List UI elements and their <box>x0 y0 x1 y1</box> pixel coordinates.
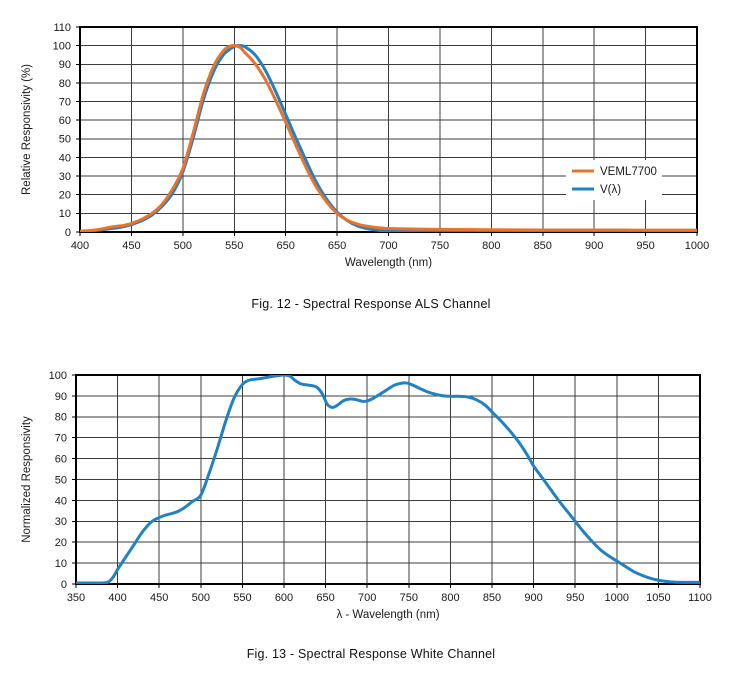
y-axis-title: Relative Responsivity (%) <box>21 64 33 195</box>
curve-white-channel <box>76 375 700 584</box>
x-tick-label: 650 <box>276 240 294 252</box>
x-tick-label: 900 <box>524 592 542 604</box>
y-tick-label: 0 <box>61 579 67 591</box>
figure-13-caption: Fig. 13 - Spectral Response White Channe… <box>246 647 496 661</box>
x-tick-label: 1000 <box>685 240 709 252</box>
y-tick-label: 60 <box>59 115 71 127</box>
axis-ticks <box>76 26 698 236</box>
x-axis-title: Wavelength (nm) <box>345 257 432 269</box>
x-tick-label: 500 <box>192 592 210 604</box>
y-tick-label: 50 <box>55 474 67 486</box>
x-tick-label: 400 <box>108 592 126 604</box>
x-tick-label: 800 <box>482 240 500 252</box>
tick-labels: 400 450 500 550 650 650 700 750 800 850 900 950 1000… <box>53 22 710 252</box>
y-tick-label: 70 <box>55 433 67 445</box>
y-tick-label: 60 <box>55 453 67 465</box>
series-curves <box>76 375 700 584</box>
x-tick-label: 950 <box>636 240 654 252</box>
y-tick-label: 100 <box>49 370 67 382</box>
series-curves <box>80 43 697 232</box>
x-tick-label: 700 <box>379 240 397 252</box>
y-tick-label: 110 <box>53 22 71 34</box>
y-tick-label: 0 <box>65 227 71 239</box>
x-tick-label: 750 <box>431 240 449 252</box>
plot-border <box>75 374 701 585</box>
y-tick-label: 10 <box>59 208 71 220</box>
x-tick-label: 350 <box>67 592 85 604</box>
x-tick-label: 550 <box>225 240 243 252</box>
x-tick-label: 850 <box>483 592 501 604</box>
x-tick-label: 850 <box>534 240 552 252</box>
y-tick-label: 70 <box>59 96 71 108</box>
x-tick-label: 650 <box>316 592 334 604</box>
axis-ticks <box>72 374 701 588</box>
y-tick-label: 90 <box>55 391 67 403</box>
y-axis-title: Normalized Responsivity <box>21 416 33 543</box>
x-tick-label: 1000 <box>605 592 629 604</box>
x-tick-label: 600 <box>275 592 293 604</box>
y-tick-label: 40 <box>55 495 67 507</box>
y-tick-label: 90 <box>59 59 71 71</box>
x-tick-label: 700 <box>358 592 376 604</box>
x-tick-label: 1050 <box>646 592 670 604</box>
x-tick-label: 550 <box>233 592 251 604</box>
x-tick-label: 950 <box>566 592 584 604</box>
x-tick-label: 400 <box>71 240 89 252</box>
x-axis-title: λ - Wavelength (nm) <box>336 609 439 621</box>
y-tick-label: 80 <box>55 412 67 424</box>
x-tick-label: 800 <box>441 592 459 604</box>
x-tick-label: 450 <box>122 240 140 252</box>
x-tick-label: 500 <box>174 240 192 252</box>
x-tick-label: 650 <box>328 240 346 252</box>
x-tick-label: 1100 <box>688 592 712 604</box>
y-tick-label: 20 <box>59 190 71 202</box>
x-tick-label: 900 <box>585 240 603 252</box>
tick-labels: 350 400 450 500 550 600 650 700 750 800 850 900 950 1… <box>49 370 712 604</box>
y-tick-label: 80 <box>59 78 71 90</box>
y-tick-label: 20 <box>55 537 67 549</box>
legend-label-0: VEML7700 <box>600 166 657 178</box>
y-tick-label: 50 <box>59 134 71 146</box>
y-tick-label: 100 <box>53 40 71 52</box>
grid-lines <box>80 27 697 232</box>
legend-label-1: V(λ) <box>600 184 621 196</box>
y-tick-label: 40 <box>59 152 71 164</box>
white-spectral-response-chart: 350 400 450 500 550 600 650 700 750 800 850 900 950 1… <box>21 370 712 621</box>
x-tick-label: 450 <box>150 592 168 604</box>
y-tick-label: 30 <box>59 171 71 183</box>
y-tick-label: 30 <box>55 516 67 528</box>
figure-12-caption: Fig. 12 - Spectral Response ALS Channel <box>251 297 491 311</box>
curve-veml7700 <box>80 43 697 232</box>
legend: VEML7700 V(λ) <box>566 160 662 200</box>
x-tick-label: 750 <box>400 592 418 604</box>
y-tick-label: 10 <box>55 558 67 570</box>
grid-lines <box>76 375 700 584</box>
